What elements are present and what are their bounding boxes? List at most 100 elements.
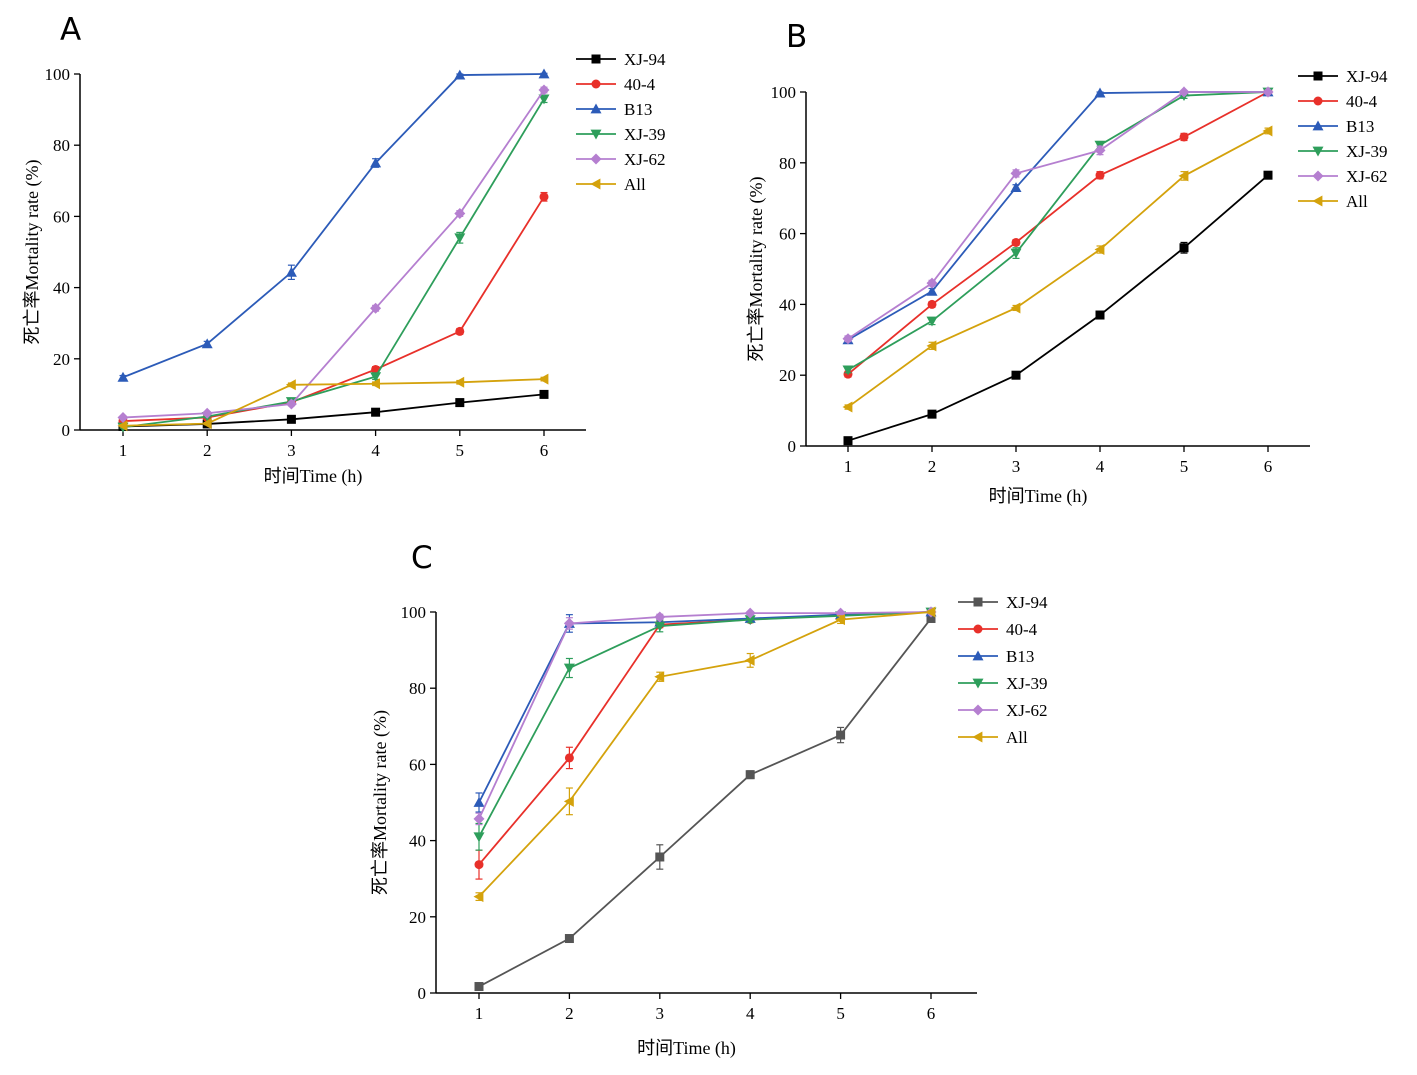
legend-item: All xyxy=(958,728,1028,747)
y-axis-title: 死亡率Mortality rate (%) xyxy=(746,177,767,362)
legend-marker xyxy=(972,731,983,743)
series-line xyxy=(122,196,545,422)
data-point xyxy=(836,730,846,740)
data-point xyxy=(744,615,756,626)
legend-label: XJ-39 xyxy=(1006,674,1048,693)
x-tick-label: 4 xyxy=(1096,457,1105,476)
data-point xyxy=(1010,248,1022,259)
legend: XJ-94 40-4 B13 XJ-39 XJ-62 All xyxy=(1298,67,1388,211)
legend-item: 40-4 xyxy=(1298,92,1378,111)
y-tick-label: 100 xyxy=(45,65,71,84)
series-xj-39 xyxy=(473,607,937,851)
legend-item: B13 xyxy=(958,647,1034,666)
y-tick-label: 80 xyxy=(409,679,426,698)
y-tick-label: 0 xyxy=(62,421,71,440)
data-point xyxy=(927,409,937,419)
legend-marker xyxy=(973,624,983,634)
y-tick-label: 60 xyxy=(409,755,426,774)
data-point xyxy=(1010,302,1021,314)
legend-marker xyxy=(1312,170,1324,182)
data-point xyxy=(285,398,297,410)
series-xj-39 xyxy=(842,87,1274,376)
data-point xyxy=(926,277,938,289)
legend-label: 40-4 xyxy=(624,75,656,94)
x-tick-label: 6 xyxy=(1264,457,1273,476)
chart-panel-a: A 0 20 40 60 80 100 1 2 3 4 5 6 时间Time (h) 死亡率Mortalit… xyxy=(22,12,666,487)
legend-label: All xyxy=(624,175,646,194)
legend-marker xyxy=(590,178,601,190)
data-point xyxy=(117,371,129,382)
x-tick-label: 3 xyxy=(287,441,296,460)
x-tick-label: 6 xyxy=(927,1004,936,1023)
data-point xyxy=(454,69,466,80)
data-point xyxy=(1094,87,1106,98)
legend-marker xyxy=(590,129,602,140)
data-point xyxy=(926,285,938,296)
legend-label: XJ-94 xyxy=(1346,67,1388,86)
x-tick-label: 2 xyxy=(928,457,937,476)
x-tick-label: 1 xyxy=(475,1004,484,1023)
series-all xyxy=(842,125,1273,413)
x-tick-label: 3 xyxy=(1012,457,1021,476)
data-point xyxy=(1010,167,1022,179)
data-point xyxy=(1095,310,1105,320)
data-point xyxy=(201,407,213,419)
y-tick-label: 20 xyxy=(53,350,70,369)
data-point xyxy=(744,654,755,666)
data-point xyxy=(745,770,755,780)
data-point xyxy=(370,157,382,168)
series-line xyxy=(847,130,1269,408)
x-tick-label: 5 xyxy=(456,441,465,460)
legend-label: 40-4 xyxy=(1006,620,1038,639)
data-point xyxy=(539,192,549,202)
series-xj-62 xyxy=(117,84,550,424)
legend-marker xyxy=(1312,195,1323,207)
legend-item: XJ-94 xyxy=(958,593,1048,612)
legend-marker xyxy=(1312,146,1324,157)
legend-marker xyxy=(590,153,602,165)
data-point xyxy=(1263,170,1273,180)
legend-label: All xyxy=(1346,192,1368,211)
series-b13 xyxy=(842,86,1274,345)
y-tick-label: 0 xyxy=(418,984,427,1003)
y-tick-label: 60 xyxy=(779,225,796,244)
series-line xyxy=(847,91,1268,340)
chart-panel-b: B 0 20 40 60 80 100 1 2 3 4 5 6 时间Time (h) 死亡率Mortalit… xyxy=(746,19,1388,507)
data-point xyxy=(654,671,665,683)
data-point xyxy=(1011,237,1021,247)
legend-item: XJ-62 xyxy=(576,150,666,169)
data-point xyxy=(473,891,484,903)
y-tick-label: 20 xyxy=(779,366,796,385)
data-point xyxy=(474,860,484,870)
legend-marker xyxy=(972,678,984,689)
panel-label: B xyxy=(786,19,807,55)
legend-label: XJ-62 xyxy=(624,150,666,169)
data-point xyxy=(1094,244,1105,256)
legend-label: 40-4 xyxy=(1346,92,1378,111)
data-point xyxy=(842,333,854,345)
y-tick-label: 100 xyxy=(771,83,797,102)
x-axis-title: 时间Time (h) xyxy=(637,1038,736,1059)
data-point xyxy=(454,233,466,244)
series-b13 xyxy=(117,68,550,382)
series-b13 xyxy=(473,606,937,813)
legend-marker xyxy=(972,650,984,661)
legend-item: XJ-62 xyxy=(958,701,1048,720)
data-point xyxy=(538,373,549,385)
data-point xyxy=(563,663,575,674)
y-tick-label: 80 xyxy=(779,154,796,173)
series-line xyxy=(122,98,545,429)
legend-item: All xyxy=(576,175,646,194)
legend-item: XJ-39 xyxy=(576,125,666,144)
x-tick-label: 2 xyxy=(203,441,212,460)
data-point xyxy=(454,208,466,220)
data-point xyxy=(563,617,575,629)
data-point xyxy=(286,414,296,424)
x-tick-label: 2 xyxy=(565,1004,574,1023)
data-point xyxy=(201,418,212,430)
series-line xyxy=(122,89,545,419)
y-tick-label: 20 xyxy=(409,908,426,927)
y-tick-label: 40 xyxy=(409,832,426,851)
y-tick-label: 40 xyxy=(53,279,70,298)
series-line xyxy=(478,611,932,838)
